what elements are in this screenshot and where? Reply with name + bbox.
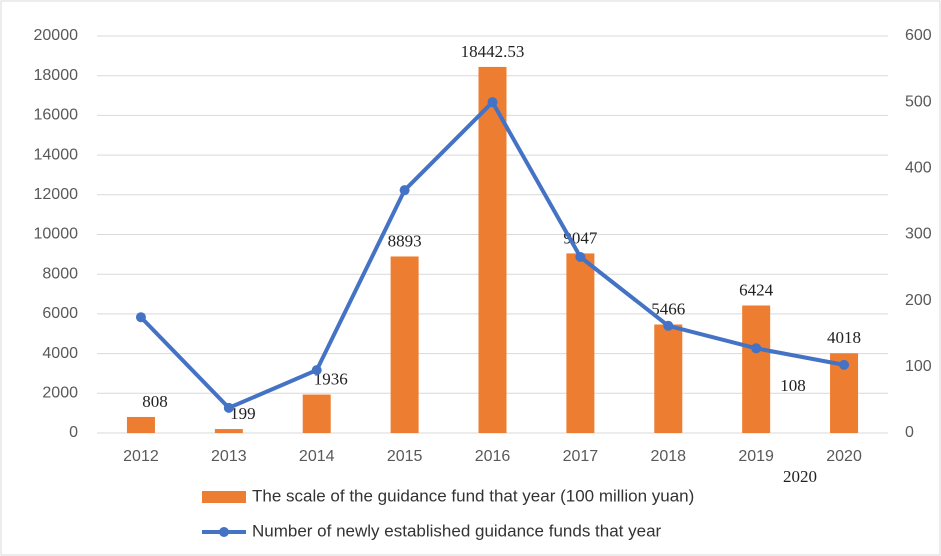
bar [214, 429, 243, 433]
legend-marker [219, 527, 229, 537]
y-tick-label: 18000 [34, 67, 79, 84]
bar [390, 256, 419, 433]
line-marker [311, 365, 322, 376]
bar [302, 394, 331, 433]
line-marker [751, 343, 762, 354]
y-tick-label: 2000 [42, 385, 78, 402]
x-tick-label: 2020 [826, 448, 862, 465]
bar [654, 324, 683, 433]
data-label: 8893 [388, 231, 422, 250]
data-label: 1936 [314, 369, 348, 388]
line-marker [135, 312, 146, 323]
x-tick-label: 2016 [475, 448, 511, 465]
x-tick-label: 2012 [123, 448, 159, 465]
line-marker [839, 359, 850, 370]
bar [126, 416, 155, 433]
line-marker [399, 185, 410, 196]
x-tick-label: 2015 [387, 448, 423, 465]
x-tick-label: 2013 [211, 448, 247, 465]
y-tick-label: 4000 [42, 345, 78, 362]
annotation: 108 [780, 376, 806, 395]
line-marker [663, 320, 674, 331]
y-tick-label: 8000 [42, 265, 78, 282]
y-tick-label: 6000 [42, 305, 78, 322]
data-label: 18442.53 [461, 42, 525, 61]
x-tick-label: 2014 [299, 448, 335, 465]
y-tick-label: 20000 [34, 27, 79, 44]
legend-label: The scale of the guidance fund that year… [252, 486, 694, 505]
y2-tick-label: 0 [905, 424, 914, 441]
x-tick-label: 2017 [563, 448, 599, 465]
y-tick-label: 14000 [34, 146, 79, 163]
line-marker [575, 251, 586, 262]
line-marker [487, 97, 498, 108]
line-marker [223, 402, 234, 413]
y-tick-label: 12000 [34, 186, 79, 203]
y-tick-label: 0 [69, 424, 78, 441]
data-label: 5466 [651, 299, 685, 318]
x-tick-label: 2019 [738, 448, 774, 465]
bar [566, 253, 595, 433]
y2-tick-label: 500 [905, 93, 932, 110]
legend-label: Number of newly established guidance fun… [252, 521, 662, 540]
data-label: 6424 [739, 280, 774, 299]
bar [742, 305, 771, 433]
y-tick-label: 10000 [34, 226, 79, 243]
y-tick-label: 16000 [34, 107, 79, 124]
data-label: 199 [230, 404, 256, 423]
y2-tick-label: 100 [905, 358, 932, 375]
annotation: 2020 [783, 467, 817, 486]
y2-tick-label: 200 [905, 292, 932, 309]
y2-tick-label: 300 [905, 226, 932, 243]
data-label: 4018 [827, 328, 861, 347]
legend-swatch [202, 491, 246, 503]
x-tick-label: 2018 [650, 448, 686, 465]
bar [478, 66, 507, 434]
data-label: 808 [142, 392, 168, 411]
y2-tick-label: 400 [905, 160, 932, 177]
y2-tick-label: 600 [905, 27, 932, 44]
